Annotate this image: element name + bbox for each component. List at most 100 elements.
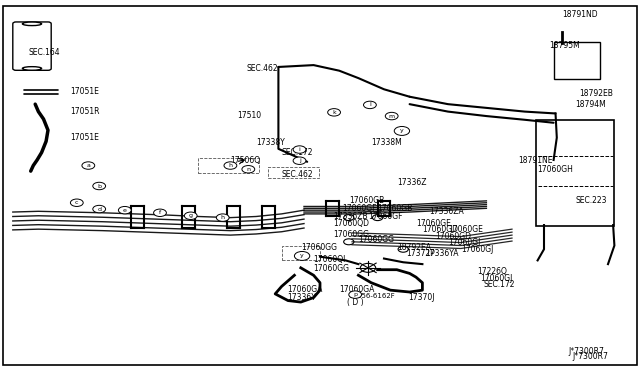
Text: h: h [228,163,232,168]
Text: y: y [300,253,304,259]
Text: 17060GG: 17060GG [301,243,337,252]
Bar [268,167,319,178]
Text: 17060GD: 17060GD [435,232,471,241]
Text: 17338Y: 17338Y [256,138,285,147]
Text: 18792EA: 18792EA [397,243,431,252]
Circle shape [293,146,306,153]
Circle shape [344,239,354,245]
Text: 17336Y: 17336Y [287,293,316,302]
Text: 17060GA: 17060GA [287,285,322,294]
Text: f: f [159,210,161,215]
Text: 17510: 17510 [237,111,261,120]
Text: 17060GA: 17060GA [339,285,374,294]
Text: 17060GF: 17060GF [342,204,377,213]
Text: a: a [86,163,90,168]
Circle shape [394,126,410,135]
Text: 17060GJ: 17060GJ [461,245,493,254]
Text: 17060GD: 17060GD [422,225,458,234]
Text: ( D ): ( D ) [347,298,364,307]
Circle shape [328,109,340,116]
FancyBboxPatch shape [13,22,51,70]
Text: 17336YA: 17336YA [426,249,459,258]
Text: 17338M: 17338M [371,138,402,147]
Circle shape [364,101,376,109]
Circle shape [398,246,408,252]
Circle shape [118,206,131,214]
Text: 17060GH: 17060GH [538,165,573,174]
Text: 17060GG: 17060GG [358,235,394,244]
Text: 18795M: 18795M [549,41,580,50]
Text: 17060GG: 17060GG [333,230,369,239]
Text: p: p [353,292,357,297]
Ellipse shape [22,67,42,70]
Text: 18794M: 18794M [575,100,605,109]
Circle shape [224,162,237,169]
Text: h: h [221,215,225,220]
Text: 18791NE: 18791NE [518,156,553,165]
Circle shape [93,205,106,213]
Text: SEC.164: SEC.164 [29,48,60,57]
Circle shape [344,215,354,221]
Text: 17051R: 17051R [70,107,100,116]
Bar [198,158,259,173]
Text: SEC.462: SEC.462 [282,170,313,179]
Text: SEC.172: SEC.172 [282,148,313,157]
Text: J*7300R7: J*7300R7 [568,347,604,356]
Text: 17336ZA: 17336ZA [429,207,463,216]
Bar [282,246,320,260]
Circle shape [372,215,383,221]
Text: 17060QI: 17060QI [314,255,346,264]
Text: j: j [299,158,300,163]
Text: g: g [189,213,193,218]
Text: l: l [369,102,371,108]
Circle shape [360,263,376,272]
FancyBboxPatch shape [554,42,600,79]
Text: 08156-6162F: 08156-6162F [349,293,396,299]
Text: 17336ZB: 17336ZB [333,212,367,221]
Circle shape [154,209,166,217]
Ellipse shape [22,22,42,26]
Text: 17060QD: 17060QD [333,219,369,228]
Text: d: d [97,206,101,212]
Text: SEC.223: SEC.223 [576,196,607,205]
Text: 18791ND: 18791ND [562,10,598,19]
Text: c: c [75,200,79,205]
Text: J*7300R7: J*7300R7 [573,352,609,361]
Text: e: e [123,208,127,213]
Text: 17060GB: 17060GB [349,196,384,205]
Text: 17370J: 17370J [408,293,435,302]
Text: 17060GB: 17060GB [378,204,413,213]
Text: 17336Z: 17336Z [397,178,426,187]
Text: y: y [400,128,404,134]
Circle shape [294,251,310,260]
Circle shape [385,112,398,120]
Text: 17051E: 17051E [70,87,99,96]
Circle shape [242,166,255,173]
Text: 17060GF: 17060GF [368,212,403,221]
Text: SEC.172: SEC.172 [483,280,515,289]
Text: n: n [246,167,250,172]
Text: b: b [97,183,101,189]
Text: 17060GJ: 17060GJ [480,274,513,283]
Text: 17226Q: 17226Q [477,267,507,276]
Text: 17060GE: 17060GE [416,219,451,228]
Text: 17372P: 17372P [406,249,435,258]
Text: m: m [388,113,395,119]
Text: SEC.462: SEC.462 [246,64,278,73]
FancyBboxPatch shape [536,120,614,226]
Circle shape [82,162,95,169]
Circle shape [70,199,83,206]
Circle shape [184,212,197,219]
Text: 17060GI: 17060GI [448,238,481,247]
Text: 17051E: 17051E [70,133,99,142]
Text: 17506Q: 17506Q [230,156,260,165]
Circle shape [349,291,362,298]
Text: 18792EB: 18792EB [579,89,613,98]
Text: 17060GG: 17060GG [314,264,349,273]
Circle shape [293,157,306,164]
Circle shape [93,182,106,190]
Circle shape [216,214,229,221]
Text: i: i [299,147,300,152]
Text: 17060GE: 17060GE [448,225,483,234]
Text: k: k [332,110,336,115]
